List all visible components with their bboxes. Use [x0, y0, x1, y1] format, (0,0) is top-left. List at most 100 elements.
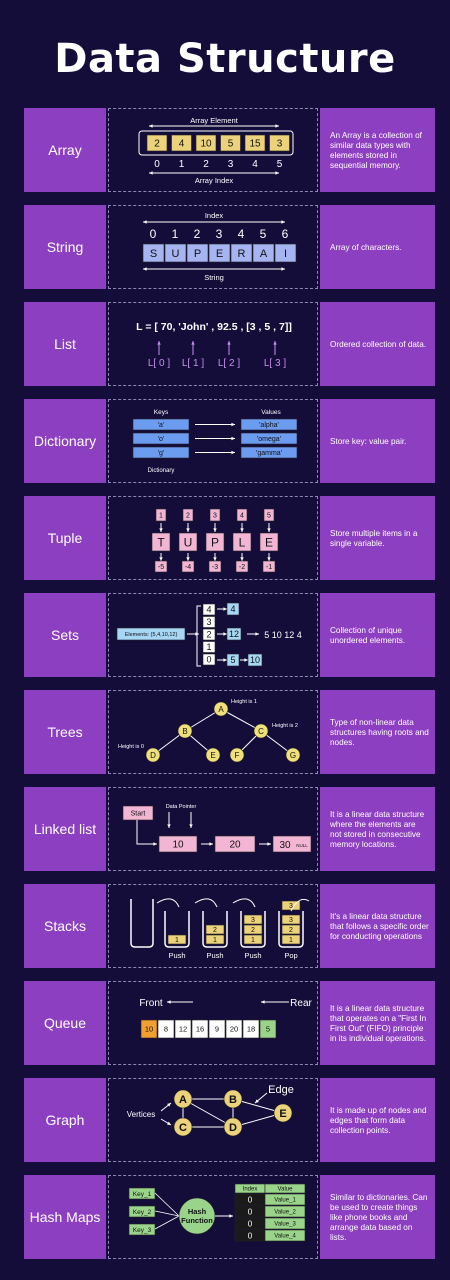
structure-name: Trees [24, 690, 106, 774]
tree-height-1: Height is 1 [231, 699, 257, 705]
stack-item-text: 1 [213, 937, 217, 944]
linked-diagram: Start Data Pointer 10 20 30 NULL [108, 787, 318, 871]
string-char-text: U [172, 248, 180, 260]
tuple-down-arrow2-head [186, 557, 190, 561]
hash-key-line [154, 1215, 180, 1230]
sets-out-text: 4 [230, 604, 235, 614]
tuple-diagram: 1 T -5 2 U -4 3 P -3 4 L -2 5 E -1 [108, 496, 318, 580]
linked-start-box [122, 805, 154, 821]
sets-elements-text: Elements: {5,4,10,12} [125, 632, 178, 638]
graph-node [173, 1117, 193, 1137]
dict-bottom-label: Dictionary [148, 468, 175, 474]
tuple-neg-text: -4 [185, 564, 191, 571]
graph-node [223, 1117, 243, 1137]
structure-name: Dictionary [24, 399, 106, 483]
hash-value-box [264, 1217, 306, 1230]
tuple-char-box [259, 532, 279, 552]
stack-item-text: 1 [175, 937, 179, 944]
sets-out-arrow-head [223, 632, 227, 636]
sets-diagram: Elements: {5,4,10,12} 4 3 2 1 0 4 12 5 10 5 10 12 … [108, 593, 318, 677]
tree-node-label: G [290, 751, 296, 760]
string-char-text: P [194, 248, 201, 260]
dict-key-text: 'g' [158, 450, 165, 457]
hash-value-text: Value_3 [274, 1222, 296, 1228]
array-index: 3 [228, 159, 234, 170]
stack-item-box [243, 914, 263, 925]
row-tuple: Tuple 1 T -5 2 U -4 3 P -3 4 L -2 5 E -1 Store multiple … [24, 496, 435, 580]
list-index: L[ 3 ] [264, 358, 286, 369]
dict-value-text: 'gamma' [256, 450, 282, 457]
tuple-char-text: U [184, 535, 193, 549]
queue-cell-box [174, 1019, 192, 1039]
graph-vertices-label: Vertices [127, 1110, 155, 1119]
stack-container [164, 911, 190, 948]
sets-stack-box [202, 616, 216, 628]
stack-op: Pop [284, 951, 297, 960]
linked-start-arrow-head [153, 842, 157, 846]
dict-key-text: 'a' [158, 422, 165, 429]
tree-node-label: F [235, 751, 240, 760]
stack-item-box [281, 914, 301, 925]
dict-key-box [132, 446, 190, 459]
structure-name: Array [24, 108, 106, 192]
dict-key-box [132, 432, 190, 445]
stack-item-box [281, 934, 301, 945]
structure-name: Stacks [24, 884, 106, 968]
string-top-label: Index [205, 211, 224, 220]
description-text: Store key: value pair. [330, 437, 407, 446]
list-arrow-head [191, 341, 195, 345]
dict-arrow-head [231, 450, 235, 455]
queue-cell-box [225, 1019, 243, 1039]
queue-cell-text: 8 [164, 1025, 168, 1034]
stacks-diagram: 1 Push 2 1 Push 3 2 1 Push 3 2 1 3 Pop [108, 884, 318, 968]
tuple-pos-text: 4 [240, 513, 244, 520]
hash-key-line [154, 1210, 180, 1217]
tree-node-label: A [218, 705, 224, 714]
description-text: It is a linear data structure where the … [330, 810, 425, 849]
description-text: Array of characters. [330, 243, 402, 252]
tuple-char-text: P [211, 535, 219, 549]
hash-index-header-text: Index [243, 1187, 258, 1193]
string-index: 6 [282, 227, 289, 241]
string-char-box [208, 243, 231, 263]
structure-name: Graph [24, 1078, 106, 1162]
sets-out-box [226, 627, 242, 641]
string-diagram-svg: Index 0 1 2 3 4 5 6 S U P E R A I String [142, 211, 297, 282]
stack-push-arrow [156, 898, 180, 908]
linked-node-box [272, 835, 312, 853]
hash-value-box [264, 1193, 306, 1206]
row-array: Array Array Element 2 4 10 5 15 3 0 1 2 3 4 5 Array In… [24, 108, 435, 192]
structure-description: Store multiple items in a single variabl… [320, 496, 435, 580]
structure-description: Similar to dictionaries. Can be used to … [320, 1175, 435, 1259]
sets-stack-text: 4 [206, 605, 211, 615]
queue-cell-box [191, 1019, 209, 1039]
dict-arrow-head [231, 422, 235, 427]
tuple-char-box [178, 532, 198, 552]
tuple-char-text: E [265, 535, 273, 549]
hash-value-text: Value_4 [274, 1234, 296, 1240]
list-expression: L = [ 70, 'John' , 92.5 , [3 , 5 , 7]] [136, 321, 292, 333]
sets-elements-box [116, 627, 186, 641]
structure-name: Hash Maps [24, 1175, 106, 1259]
tree-node-label: C [258, 727, 264, 736]
linked-pointer-label: Data Pointer [166, 804, 197, 810]
hash-key-box [128, 1223, 156, 1236]
row-dict: Dictionary Keys Values 'a' 'alpha' 'o' 'omega'… [24, 399, 435, 483]
array-index: 4 [252, 159, 258, 170]
graph-node [223, 1089, 243, 1109]
tuple-neg-text: -2 [239, 564, 245, 571]
array-bottom-label: Array Index [195, 176, 234, 185]
structure-description: It is a linear data structure where the … [320, 787, 435, 871]
graph-node-label: E [279, 1108, 286, 1120]
tree-node [205, 747, 221, 763]
description-text: Collection of unique unordered elements. [330, 626, 406, 645]
array-cell-box [146, 134, 168, 152]
graph-edge-label: Edge [268, 1084, 294, 1096]
hash-key-line [154, 1192, 180, 1217]
hash-index-text: 0 [248, 1195, 253, 1204]
hash-diagram: Key_1 Key_2 Key_3 Hash Function Index Value 0 Va… [108, 1175, 318, 1259]
string-index: 0 [150, 227, 157, 241]
structure-description: Array of characters. [320, 205, 435, 289]
structure-name: Linked list [24, 787, 106, 871]
